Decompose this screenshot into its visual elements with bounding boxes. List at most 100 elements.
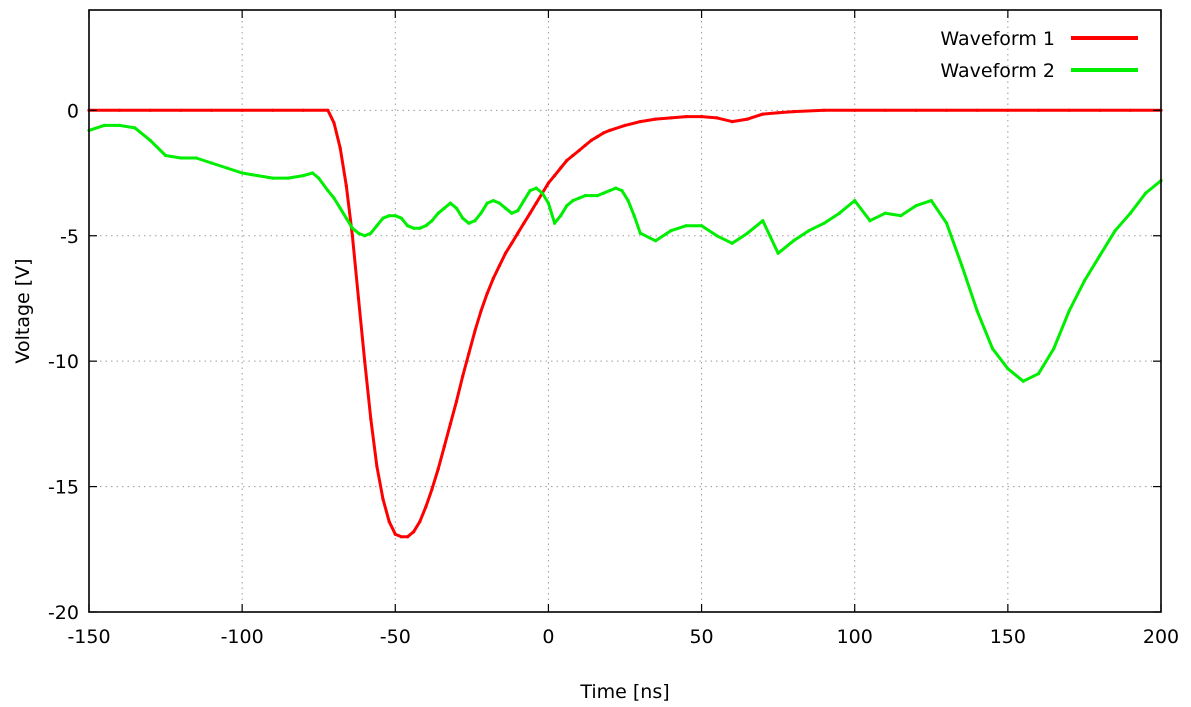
data-point <box>491 276 495 280</box>
data-point <box>271 108 275 112</box>
data-point <box>626 199 630 203</box>
data-point <box>589 138 593 142</box>
plot-series <box>87 108 1163 539</box>
data-point <box>1006 367 1010 371</box>
data-point <box>654 239 658 243</box>
data-point <box>399 535 403 539</box>
data-point <box>553 174 557 178</box>
data-point <box>990 347 995 351</box>
data-point <box>559 166 563 170</box>
data-point <box>461 216 465 220</box>
data-point <box>369 417 373 421</box>
data-point <box>1082 279 1086 283</box>
grid <box>89 10 1161 612</box>
data-point <box>975 309 979 313</box>
data-point <box>424 224 428 228</box>
data-point <box>516 209 520 213</box>
data-point <box>534 186 538 190</box>
data-point <box>461 374 465 378</box>
data-point <box>301 174 305 178</box>
data-point <box>418 520 422 524</box>
data-point <box>326 189 330 193</box>
data-point <box>418 226 422 230</box>
y-tick-label: -5 <box>60 226 79 248</box>
data-point <box>608 189 612 193</box>
x-tick-label: -50 <box>380 626 411 648</box>
data-point <box>148 138 152 142</box>
data-point <box>271 176 275 180</box>
data-point <box>1098 108 1102 112</box>
data-point <box>164 153 168 158</box>
axis-ticks: -150 -100 -50 0 50 100 150 200-20-15-10-50 <box>48 10 1179 648</box>
data-point <box>522 199 526 203</box>
data-point <box>412 530 416 534</box>
data-point <box>730 120 734 124</box>
data-point <box>326 108 330 112</box>
data-point <box>945 221 949 225</box>
data-point <box>583 194 587 198</box>
data-point <box>405 535 410 539</box>
data-point <box>179 156 183 160</box>
data-point <box>1052 347 1056 351</box>
data-point <box>1036 372 1041 376</box>
y-tick-label: -20 <box>48 602 79 624</box>
data-point <box>393 532 397 536</box>
data-point <box>745 117 750 121</box>
data-point <box>577 196 581 200</box>
data-point <box>632 214 636 218</box>
data-point <box>118 108 122 112</box>
data-point <box>602 131 606 135</box>
data-point <box>700 224 704 228</box>
data-point <box>553 221 557 225</box>
data-point <box>338 146 342 150</box>
data-point <box>638 231 642 235</box>
x-tick-label: 150 <box>990 626 1026 648</box>
data-point <box>540 191 544 195</box>
data-point <box>589 194 593 198</box>
data-point <box>503 251 508 255</box>
y-tick-label: -15 <box>48 477 79 499</box>
data-point <box>761 219 765 223</box>
y-axis-label: Voltage [V] <box>12 258 34 363</box>
data-point <box>510 211 514 215</box>
data-point <box>356 296 361 301</box>
data-point <box>1067 108 1071 112</box>
data-point <box>344 184 348 188</box>
data-point <box>715 116 719 120</box>
data-point <box>179 108 183 112</box>
data-point <box>546 201 551 205</box>
data-point <box>497 264 501 268</box>
data-point <box>565 158 569 163</box>
data-point <box>1067 309 1071 313</box>
data-point <box>209 108 214 112</box>
plot-frame <box>88 9 1162 613</box>
data-point <box>853 199 857 203</box>
data-point <box>776 251 780 255</box>
data-point <box>638 120 642 124</box>
data-point <box>209 161 214 165</box>
data-point <box>791 110 796 114</box>
data-point <box>194 156 198 160</box>
data-point <box>1098 254 1102 258</box>
data-point <box>393 214 397 218</box>
data-point <box>510 241 514 245</box>
data-point <box>565 204 569 208</box>
data-point <box>118 123 122 127</box>
data-point <box>791 239 796 243</box>
data-point <box>899 214 903 218</box>
data-point <box>546 181 551 185</box>
data-point <box>807 229 811 233</box>
data-point <box>700 115 704 119</box>
data-point <box>945 108 949 112</box>
x-tick-label: 100 <box>837 626 873 648</box>
data-point <box>669 116 673 120</box>
data-point <box>344 216 348 220</box>
data-point <box>822 221 826 225</box>
data-point <box>387 520 391 524</box>
data-point <box>479 211 483 215</box>
data-point <box>485 201 489 205</box>
data-point <box>503 206 508 210</box>
data-point <box>730 241 734 245</box>
data-point <box>430 487 434 491</box>
data-point <box>387 214 391 218</box>
